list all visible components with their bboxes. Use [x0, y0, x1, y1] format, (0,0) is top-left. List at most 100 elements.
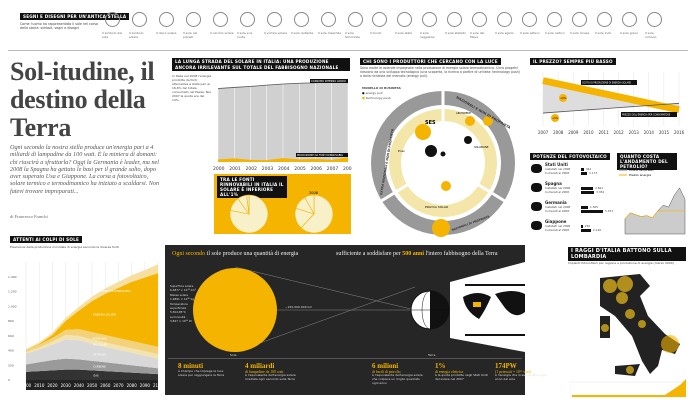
cumulative-label: Cumulati al 2008 [545, 228, 569, 232]
stat-text: è l'energia che riceve la Terra ogni ann… [495, 373, 547, 381]
cumulative-label: Cumulati al 2008 [545, 190, 569, 194]
series-label: PETROLIO [93, 353, 106, 357]
stat-item: 4 miliardi di lampadine da 100 watt è l'eq… [245, 362, 299, 382]
symbol-caption: Il sole dei Maya [470, 31, 485, 39]
chart-subtitle: Previsione della produzione mondiale di … [10, 245, 119, 249]
sun-symbol-icon [622, 12, 637, 27]
player-ses: SES [425, 120, 436, 126]
y-tick: 1.000 [8, 304, 17, 308]
stat-unit: (1 petawatt = 10¹⁵ watt) [495, 370, 532, 374]
italy-map [570, 274, 688, 398]
stat-value: 1% [435, 362, 446, 370]
oil-title: QUANTO COSTA L'ANDAMENTO DEL PETROLIO? [617, 153, 677, 170]
price-chart: 2007 2008 2009 2010 2011 2012 2013 2014 2015 2016… [538, 72, 685, 135]
series-label: NUCLEARE [93, 343, 107, 347]
x-tick: 2016 [674, 130, 685, 135]
x-tick: 2000 [213, 166, 225, 172]
symbol-caption: Il sole celtico [545, 31, 565, 35]
page-title: Sol-itudine, il destino della Terra [10, 57, 155, 142]
x-tick: 2007 [538, 130, 549, 135]
sun-fact: 5.504,85°C [170, 309, 186, 314]
sun-fact: Massa solare [170, 293, 189, 298]
player-ergyca: ERGYCA SOLAR [425, 205, 448, 209]
x-tick: 2020 [47, 383, 58, 388]
symbol-caption: Il sole maschile [318, 31, 342, 35]
sun-label: Sole [230, 353, 237, 357]
y-tick: 600 [8, 334, 14, 338]
area-petrolio [26, 339, 158, 369]
divider [8, 50, 688, 51]
sun-symbol-icon [597, 12, 612, 27]
player-enel: Enel [398, 149, 405, 153]
x-tick: 2009 [568, 130, 579, 135]
series-label: COSTO DI PRODUZIONE DI ENERGIA SOLARE [582, 82, 632, 85]
stat-value: 4 miliardi [245, 362, 275, 370]
change-badge: +5% [552, 116, 559, 120]
sun-fact: Luminosità [170, 315, 186, 320]
y-tick: 1.200 [8, 290, 17, 294]
renewables-title: TRA LE FONTI RINNOVABILI IN ITALIA IL SO… [217, 176, 287, 198]
lede: Ogni secondo la nostra stella produce un… [10, 144, 160, 195]
installed-label: Installati nel 2008 [545, 205, 571, 209]
x-tick: 2070 [113, 383, 124, 388]
y-tick: 1.400 [8, 275, 17, 279]
sun-symbol-icon [422, 12, 437, 27]
legend-label: Indice dei prezzi [629, 168, 654, 172]
cumulative-bar [581, 172, 588, 175]
symbol-caption: Il sole greco [620, 31, 639, 35]
cumulative-value: 5.351 [605, 209, 614, 213]
legend-label: Prezzo energia [629, 173, 651, 177]
sun-graphic [193, 268, 277, 352]
sun-facts: Superficie solare 6,0877 × 10¹² km² Massa … [170, 284, 204, 325]
x-tick: 2030 [61, 383, 72, 388]
legend-label: technology push [365, 96, 391, 100]
country-shape-icon [531, 164, 542, 173]
symbol-caption: Il sole raggiante [420, 31, 435, 39]
symbol-caption: Il sole stellato [445, 31, 466, 35]
stat-unit: di barili di petrolio [372, 370, 401, 374]
series-label: ENERGIA SOLARE [93, 312, 116, 316]
stat-text: è la quota prodotta negli Stati Uniti da… [435, 373, 488, 381]
cumulative-value: 2.149 [592, 228, 601, 232]
x-tick: 2004 [278, 166, 290, 172]
cumulative-value: 1.173 [589, 171, 598, 175]
energy-price-line [624, 210, 685, 219]
sun-earth-illustration: ~150.000.000 km [193, 262, 525, 352]
pie-label: 2000 [244, 191, 253, 195]
x-tick: 2040 [74, 383, 85, 388]
installed-value: 230 [584, 224, 591, 228]
italy-map-title: I RAGGI D'ITALIA BATTONO SULLA LOMBARDIA [568, 247, 686, 261]
cumulative-label: Cumulati al 2008 [545, 209, 569, 213]
series-label: PREZZO DELL'ENERGIA PER CONSUMATORE [622, 114, 671, 117]
x-tick: 2007 [327, 166, 339, 172]
y-tick: 0 [8, 378, 10, 382]
italy-solar-note: In Italia nel 2008 l'energia prodotta da… [172, 74, 212, 102]
series-label: CONSUMO INTERNO LORDO [311, 79, 346, 83]
installed-value: 1.505 [590, 205, 599, 209]
legend-energy-pull: ● energy pull [362, 91, 383, 95]
legend-label: energy pull [365, 91, 383, 95]
symbol-caption: Il sole e la ruota [237, 31, 253, 39]
symbol-caption: Il sole azteco [520, 31, 540, 35]
symbol-caption: Il cerchio solare [210, 31, 234, 35]
installed-bar [581, 187, 594, 190]
area-gas [26, 369, 158, 380]
stat-value: 174PW [495, 362, 517, 370]
pv-title: POTENZE DEL FOTOVOLTAICO [530, 153, 610, 160]
sun-symbol-icon [647, 12, 662, 27]
energy-forecast-chart: GAS CARBONE PETROLIO NUCLEARE BIOMASSE ENERGI… [8, 262, 163, 390]
pie-slice [229, 194, 269, 234]
sun-fact: Temperatura superficiale [170, 302, 188, 310]
sun-symbol-icon [159, 12, 174, 27]
country-shape-icon [531, 221, 542, 230]
players-title: CHI SONO I PRODUTTORI CHE CERCANO CON LA… [360, 58, 501, 65]
sun-fact: Superficie solare [170, 284, 194, 288]
change-badge: +6% [560, 96, 567, 100]
x-tick: 2002 [246, 166, 258, 172]
stat-text: è l'equivalente dell'energia solare irra… [245, 373, 296, 381]
renewables-pies: 2000 2008 [229, 191, 334, 234]
x-tick: 2014 [644, 130, 655, 135]
symbol-caption: Il disco solare [156, 31, 177, 35]
stat-text: è l'equivalente dell'energia solare che … [372, 373, 423, 385]
